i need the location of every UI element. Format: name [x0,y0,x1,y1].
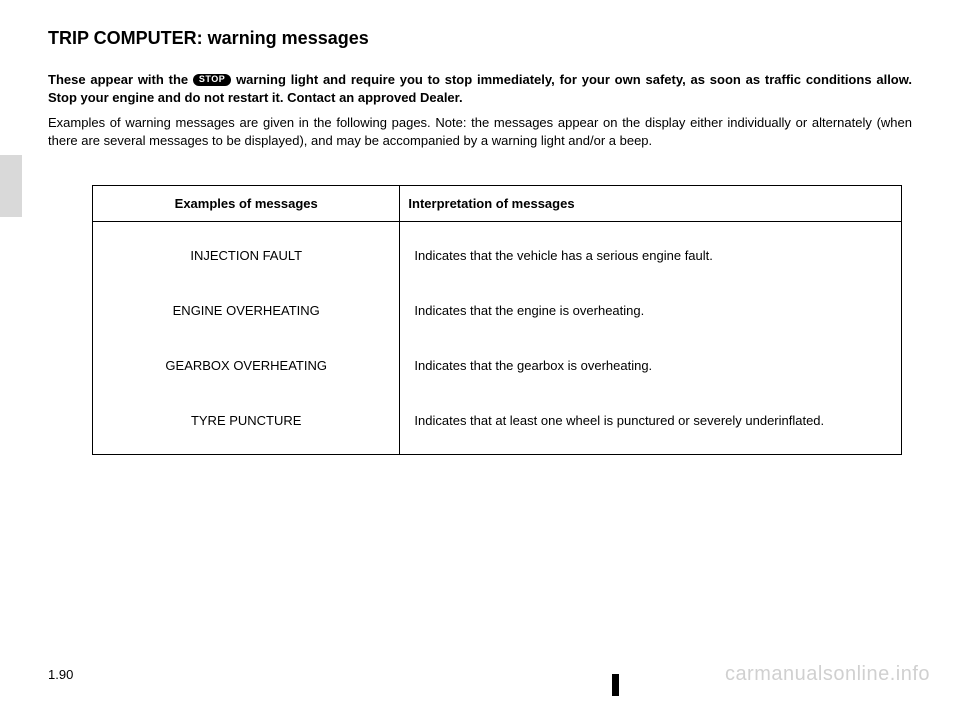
watermark: carmanualsonline.info [725,663,930,686]
messages-table-wrap: Examples of messages Interpretation of m… [92,185,902,455]
intro-note: Examples of warning messages are given i… [48,114,912,149]
stop-icon: STOP [193,74,231,86]
header-messages: Examples of messages [93,186,400,222]
note-label: Note: [435,115,466,130]
cell-message: INJECTION FAULT [93,222,400,284]
table-row: INJECTION FAULT Indicates that the vehic… [93,222,902,284]
cell-message: TYRE PUNCTURE [93,393,400,455]
cell-interpretation: Indicates that the gearbox is overheatin… [400,338,902,393]
intro-warning: These appear with the STOP warning light… [48,71,912,106]
table-header-row: Examples of messages Interpretation of m… [93,186,902,222]
side-tab [0,155,22,217]
intro-bold-1: These appear with the [48,72,193,87]
messages-table: Examples of messages Interpretation of m… [92,185,902,455]
print-mark [612,674,619,696]
cell-interpretation: Indicates that the engine is overheating… [400,283,902,338]
table-row: GEARBOX OVERHEATING Indicates that the g… [93,338,902,393]
table-row: ENGINE OVERHEATING Indicates that the en… [93,283,902,338]
note-prefix: Examples of warning messages are given i… [48,115,435,130]
cell-message: ENGINE OVERHEATING [93,283,400,338]
cell-message: GEARBOX OVERHEATING [93,338,400,393]
cell-interpretation: Indicates that the vehicle has a serious… [400,222,902,284]
header-interpretation: Interpretation of messages [400,186,902,222]
page-number: 1.90 [48,667,73,682]
table-row: TYRE PUNCTURE Indicates that at least on… [93,393,902,455]
cell-interpretation: Indicates that at least one wheel is pun… [400,393,902,455]
page-title: TRIP COMPUTER: warning messages [48,28,912,49]
